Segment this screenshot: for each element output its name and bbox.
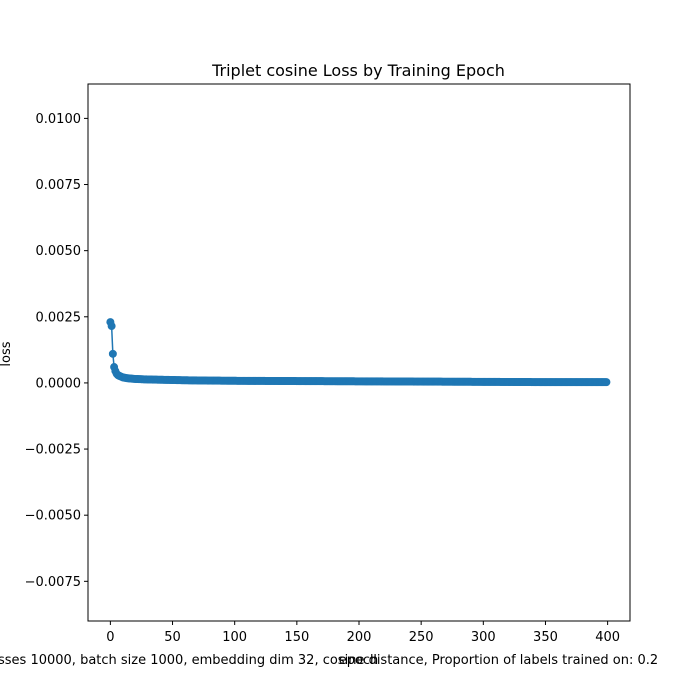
x-axis-label: epoch — [339, 653, 379, 668]
y-tick-label: 0.0075 — [36, 178, 82, 193]
y-tick-label: −0.0025 — [25, 443, 81, 458]
y-tick-label: 0.0025 — [36, 310, 82, 325]
x-tick-label: 200 — [347, 630, 372, 645]
x-tick-label: 0 — [106, 630, 114, 645]
x-tick-label: 400 — [595, 630, 620, 645]
data-point — [602, 378, 611, 387]
data-point — [108, 349, 117, 358]
y-tick-label: 0.0000 — [36, 376, 82, 391]
x-tick-label: 300 — [471, 630, 496, 645]
x-tick-label: 150 — [284, 630, 309, 645]
chart-title: Triplet cosine Loss by Training Epoch — [211, 61, 505, 80]
plot-area — [106, 318, 611, 387]
y-tick-label: 0.0050 — [36, 244, 82, 259]
y-tick-label: −0.0075 — [25, 575, 81, 590]
y-tick-label: −0.0050 — [25, 509, 81, 524]
x-tick-label: 50 — [164, 630, 181, 645]
data-point — [107, 322, 116, 331]
x-axis: 0 50 100 150 200 250 300 350 400 — [106, 621, 620, 645]
x-tick-label: 350 — [533, 630, 558, 645]
y-tick-label: 0.0100 — [36, 112, 82, 127]
x-tick-label: 250 — [409, 630, 434, 645]
y-axis-label: loss — [0, 341, 14, 366]
x-tick-label: 100 — [222, 630, 247, 645]
y-axis: −0.0075 −0.0050 −0.0025 0.0000 0.0025 0.0050 0… — [25, 112, 88, 590]
figure-caption: sses 10000, batch size 1000, embedding d… — [0, 653, 658, 668]
